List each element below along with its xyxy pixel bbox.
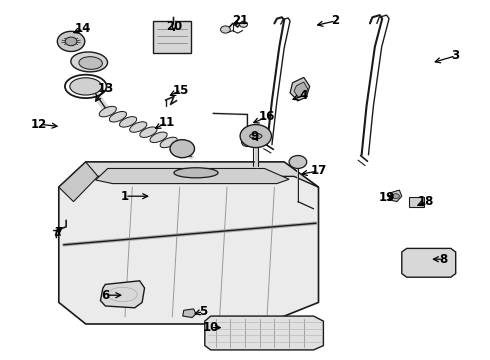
Ellipse shape xyxy=(71,52,107,72)
Text: 12: 12 xyxy=(31,118,48,131)
Ellipse shape xyxy=(70,78,101,95)
Polygon shape xyxy=(390,190,402,202)
Text: 15: 15 xyxy=(173,84,190,96)
Polygon shape xyxy=(205,316,323,350)
Polygon shape xyxy=(290,77,310,101)
Ellipse shape xyxy=(130,122,147,132)
Text: 6: 6 xyxy=(101,289,109,302)
Text: 4: 4 xyxy=(300,89,308,102)
Circle shape xyxy=(242,138,253,147)
Ellipse shape xyxy=(150,132,167,143)
Text: 7: 7 xyxy=(54,226,62,239)
Text: 16: 16 xyxy=(259,111,275,123)
Circle shape xyxy=(240,125,271,148)
Polygon shape xyxy=(100,281,145,308)
Circle shape xyxy=(65,37,77,46)
Text: 9: 9 xyxy=(251,130,259,143)
Polygon shape xyxy=(409,197,424,207)
Polygon shape xyxy=(59,162,318,324)
Circle shape xyxy=(240,22,247,27)
Text: 13: 13 xyxy=(97,82,114,95)
Circle shape xyxy=(392,194,399,199)
Polygon shape xyxy=(183,309,196,318)
Polygon shape xyxy=(294,82,308,97)
Text: 2: 2 xyxy=(332,14,340,27)
Ellipse shape xyxy=(120,117,137,127)
Ellipse shape xyxy=(79,57,102,69)
Text: 17: 17 xyxy=(310,165,327,177)
Text: 3: 3 xyxy=(452,49,460,62)
Ellipse shape xyxy=(249,134,262,139)
Circle shape xyxy=(289,156,307,168)
Polygon shape xyxy=(96,168,289,184)
Text: 18: 18 xyxy=(418,195,435,208)
Text: 11: 11 xyxy=(158,116,175,129)
Ellipse shape xyxy=(99,106,117,117)
Ellipse shape xyxy=(109,112,126,122)
Text: 8: 8 xyxy=(440,253,447,266)
Ellipse shape xyxy=(174,168,218,178)
Text: 19: 19 xyxy=(379,191,395,204)
Ellipse shape xyxy=(170,142,188,153)
Ellipse shape xyxy=(160,137,177,148)
Text: 14: 14 xyxy=(75,22,92,35)
Polygon shape xyxy=(59,162,98,202)
Text: 21: 21 xyxy=(232,14,248,27)
FancyBboxPatch shape xyxy=(153,21,191,53)
Polygon shape xyxy=(59,162,318,187)
Circle shape xyxy=(57,31,85,51)
Circle shape xyxy=(170,140,195,158)
Text: 1: 1 xyxy=(121,190,129,203)
Text: 10: 10 xyxy=(202,321,219,334)
Polygon shape xyxy=(402,248,456,277)
Text: 20: 20 xyxy=(166,21,182,33)
Ellipse shape xyxy=(140,127,157,138)
Circle shape xyxy=(220,26,230,33)
Text: 5: 5 xyxy=(199,305,207,318)
